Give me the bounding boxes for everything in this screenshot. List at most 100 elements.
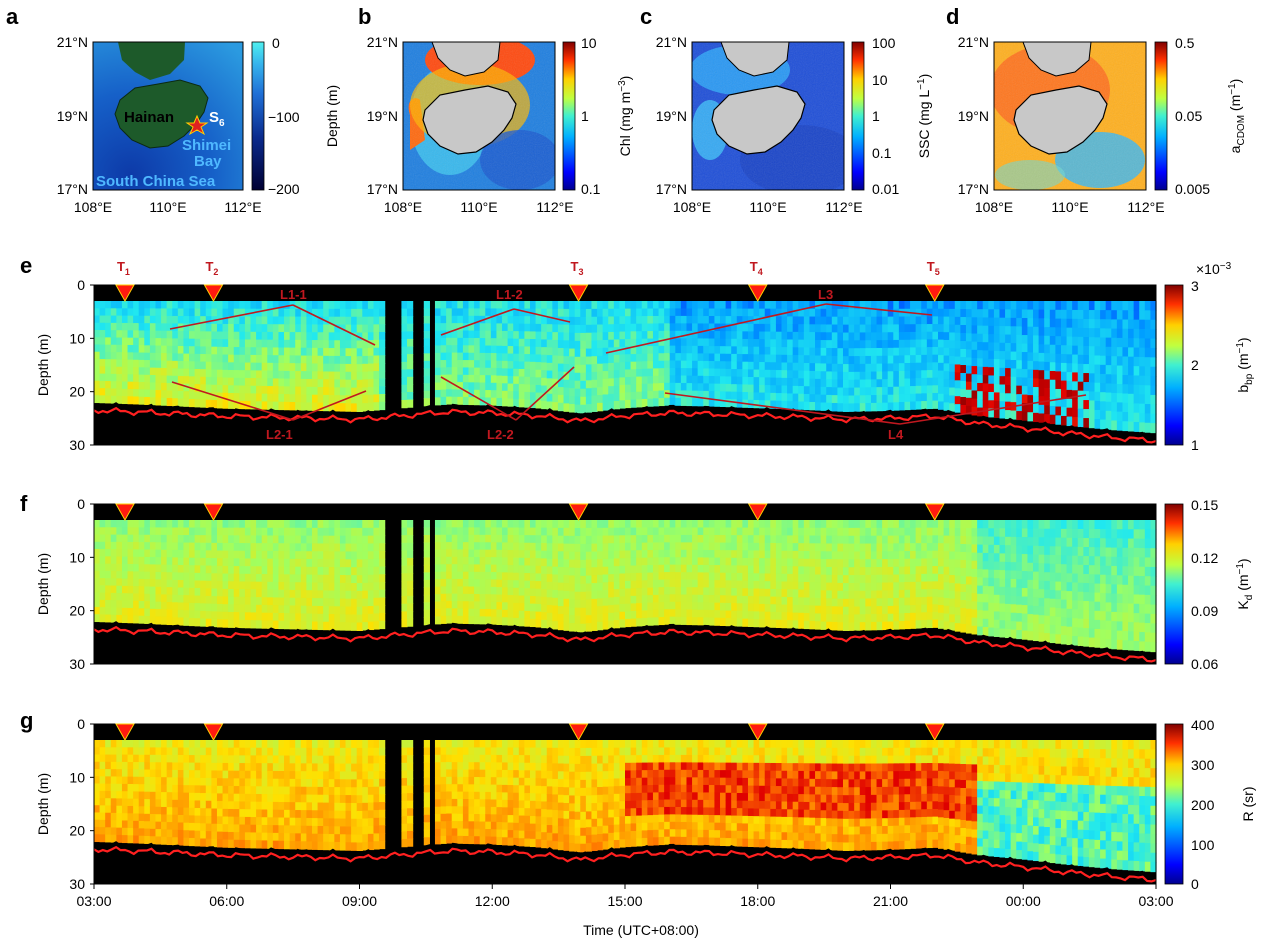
panel-e-seafloor xyxy=(94,402,1156,445)
tick-label: 20 xyxy=(69,603,85,619)
panel-e-bottom-depth-line xyxy=(93,406,1157,444)
transect-marker xyxy=(568,723,589,742)
tick-label: 110°E xyxy=(149,199,186,215)
panel-f-heatmap xyxy=(94,520,1157,653)
y-axis-label: Depth (m) xyxy=(35,334,51,396)
colorbar-label: aCDOM (m−1) xyxy=(1227,79,1247,154)
transect-marker xyxy=(924,284,945,303)
tick-label: 00:00 xyxy=(1006,893,1041,909)
layer-label-l1-1: L1-1 xyxy=(280,287,307,302)
transect-label: T1 xyxy=(117,259,130,277)
panel-label-b: b xyxy=(358,4,371,29)
panel-g-bottom-depth-line xyxy=(93,845,1157,883)
tick-label: 0 xyxy=(1191,876,1199,892)
tick-label: 17°N xyxy=(367,181,398,197)
tick-label: 21°N xyxy=(958,34,989,50)
tick-label: 0.12 xyxy=(1191,550,1218,566)
tick-label: 112°E xyxy=(825,199,862,215)
tick-label: 0.05 xyxy=(1175,108,1202,124)
transect-marker xyxy=(203,284,224,303)
panel-e-annotations: L1-1 L1-2 L3 L2-1 L2-2 L4 xyxy=(169,287,1087,442)
tick-label: −200 xyxy=(268,181,300,197)
map-d-land xyxy=(1013,85,1108,155)
tick-label: −100 xyxy=(268,109,300,125)
transect-marker xyxy=(115,503,135,522)
tick-label: 0.06 xyxy=(1191,656,1218,672)
colorbar-c: 100 10 1 0.1 0.01 SSC (mg L−1) xyxy=(851,35,932,197)
colorbar-label: Kd (m−1) xyxy=(1235,558,1255,609)
tick-label: 1 xyxy=(1191,437,1199,453)
map-a-label-sea: South China Sea xyxy=(96,173,216,190)
panel-g-seafloor xyxy=(94,841,1156,884)
tick-label: 20 xyxy=(69,823,85,839)
panel-f-seafloor xyxy=(94,621,1156,664)
tick-label: 110°E xyxy=(1051,199,1088,215)
tick-label: 108°E xyxy=(384,199,422,215)
map-c-ticks: 21°N 19°N 17°N 108°E 110°E 112°E xyxy=(656,34,863,215)
transect-label: T2 xyxy=(205,259,218,277)
tick-label: 108°E xyxy=(74,199,112,215)
tick-label: 17°N xyxy=(656,181,687,197)
tick-label: 10 xyxy=(581,35,597,51)
panel-f: 0 10 20 30 Depth (m) xyxy=(35,496,1157,672)
colorbar-b: 10 1 0.1 Chl (mg m−3) xyxy=(562,35,633,197)
colorbar-label: bbp (m−1) xyxy=(1235,337,1255,392)
tick-label: 10 xyxy=(69,769,85,785)
tick-label: 0 xyxy=(272,35,280,51)
colorbar-d: 0.5 0.05 0.005 aCDOM (m−1) xyxy=(1154,35,1247,197)
colorbar-multiplier: ×10−3 xyxy=(1196,261,1232,277)
transect-marker xyxy=(568,284,589,303)
map-a-label-shimei: Shimei xyxy=(182,137,231,154)
tick-label: 30 xyxy=(69,437,85,453)
transect-marker xyxy=(568,503,589,522)
map-d xyxy=(993,41,1147,191)
map-d-ticks: 21°N 19°N 17°N 108°E 110°E 112°E xyxy=(958,34,1165,215)
transect-marker xyxy=(203,503,224,522)
tick-label: 21°N xyxy=(367,34,398,50)
panel-g: 0 10 20 30 Depth (m) xyxy=(35,716,1157,892)
tick-label: 30 xyxy=(69,876,85,892)
tick-label: 0.01 xyxy=(872,181,899,197)
tick-label: 21:00 xyxy=(873,893,908,909)
tick-label: 0.15 xyxy=(1191,497,1218,513)
layer-label-l2-2: L2-2 xyxy=(487,427,514,442)
tick-label: 108°E xyxy=(975,199,1013,215)
transect-marker xyxy=(924,503,945,522)
map-c-land xyxy=(711,85,806,155)
tick-label: 100 xyxy=(1191,837,1215,853)
tick-label: 03:00 xyxy=(76,893,111,909)
map-a-label-station: S6 xyxy=(209,109,225,129)
tick-label: 0.1 xyxy=(872,145,892,161)
tick-label: 10 xyxy=(69,549,85,565)
tick-label: 110°E xyxy=(749,199,786,215)
colorbar-label: Depth (m) xyxy=(324,85,340,147)
transect-marker xyxy=(924,723,945,742)
transect-label: T4 xyxy=(750,259,763,277)
tick-label: 108°E xyxy=(673,199,711,215)
tick-label: 17°N xyxy=(958,181,989,197)
map-b xyxy=(402,41,556,191)
time-series-panels: T1 T2 T3 T4 T5 0 10 20 30 Depth (m) 0 10 20 30 Depth (… xyxy=(35,259,1157,892)
tick-label: 30 xyxy=(69,656,85,672)
layer-label-l1-2: L1-2 xyxy=(496,287,523,302)
panel-label-f: f xyxy=(20,491,28,516)
tick-label: 06:00 xyxy=(209,893,244,909)
colorbar-label: SSC (mg L−1) xyxy=(916,74,932,159)
time-axis-ticks: 03:00 06:00 09:00 12:00 15:00 18:00 21:00 00:00… xyxy=(76,884,1174,909)
tick-label: 09:00 xyxy=(342,893,377,909)
tick-label: 19°N xyxy=(656,108,687,124)
tick-label: 300 xyxy=(1191,757,1215,773)
panel-label-c: c xyxy=(640,4,652,29)
y-axis-label: Depth (m) xyxy=(35,773,51,835)
layer-label-l2-1: L2-1 xyxy=(266,427,293,442)
layer-label-l4: L4 xyxy=(888,427,904,442)
tick-label: 1 xyxy=(872,108,880,124)
transect-marker xyxy=(115,284,135,303)
transect-label: T3 xyxy=(571,259,584,277)
tick-label: 2 xyxy=(1191,357,1199,373)
colorbar-e: ×10−3 3 2 1 bbp (m−1) xyxy=(1164,261,1255,453)
colorbar-g: 400 300 200 100 0 R (sr) xyxy=(1164,717,1256,892)
tick-label: 18:00 xyxy=(740,893,775,909)
colorbar-label: Chl (mg m−3) xyxy=(617,76,633,157)
